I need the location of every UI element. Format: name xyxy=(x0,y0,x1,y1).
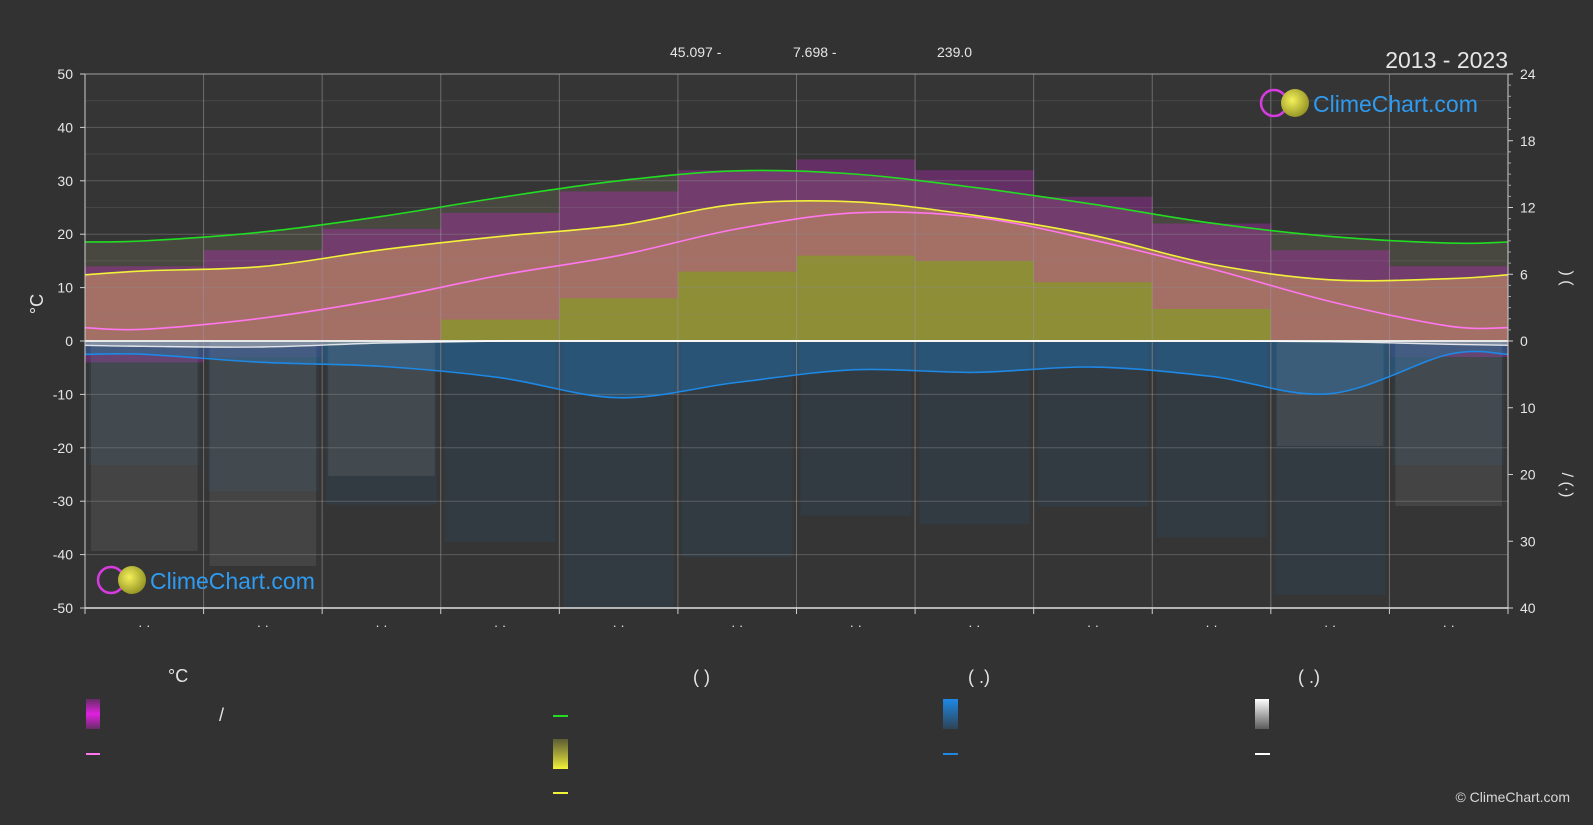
rain-texture xyxy=(1393,341,1504,465)
month-label: · · xyxy=(850,618,862,633)
snow-line xyxy=(84,340,1509,348)
month-label: · · xyxy=(257,618,269,633)
snow-texture xyxy=(209,341,317,566)
right-tick-label: 0 xyxy=(1520,333,1528,349)
rain-texture xyxy=(681,341,793,558)
temperature-mean-line xyxy=(84,211,1509,331)
month-label: · · xyxy=(1087,618,1099,633)
month-label: · · xyxy=(1443,618,1455,633)
temp-range-band xyxy=(1152,223,1272,309)
sunshine-line xyxy=(84,200,1509,282)
legend-snow-swatch xyxy=(1255,699,1269,729)
snow-texture xyxy=(91,341,198,551)
month-label: · · xyxy=(138,618,150,633)
header-longitude: 7.698 - xyxy=(793,44,837,60)
month-label: · · xyxy=(1205,618,1217,633)
right-tick-label: 40 xyxy=(1520,600,1536,616)
rain-texture xyxy=(89,341,200,465)
rain-texture xyxy=(1156,341,1267,538)
left-tick-label: -50 xyxy=(53,600,73,616)
right-tick-label: 10 xyxy=(1520,400,1536,416)
left-tick-label: -10 xyxy=(53,386,73,402)
month-label: · · xyxy=(1324,618,1336,633)
chart-axes: 50 40 30 20 10 0 -10 -20 -30 -40 -50 24 18 12 6 0 10 20 30… xyxy=(53,66,1536,633)
right-axis-label-top: ) ( xyxy=(1558,270,1575,286)
temp-range-band xyxy=(559,191,679,299)
left-tick-label: -20 xyxy=(53,440,73,456)
month-label: · · xyxy=(968,618,980,633)
legend-sun-header: ( ) xyxy=(693,667,710,687)
snow-texture xyxy=(328,341,435,476)
legend-temp-range-swatch xyxy=(86,699,100,729)
chart-lines xyxy=(84,169,1509,399)
brand-name-top: ClimeChart.com xyxy=(1313,91,1478,117)
brand-name-bottom: ClimeChart.com xyxy=(150,568,315,594)
left-tick-label: 40 xyxy=(57,119,73,135)
brand-logo-bottom: ClimeChart.com xyxy=(96,565,315,595)
right-tick-label: 6 xyxy=(1520,266,1528,282)
legend-rain-swatch xyxy=(943,699,958,729)
rain-texture xyxy=(1274,341,1386,595)
rain-texture xyxy=(207,341,319,492)
right-tick-label: 30 xyxy=(1520,533,1536,549)
left-tick-label: -30 xyxy=(53,493,73,509)
brand-logo-top: ClimeChart.com xyxy=(1259,88,1478,118)
rain-line xyxy=(84,350,1509,399)
temp-range-band xyxy=(1270,250,1390,341)
header-period: 2013 - 2023 xyxy=(1385,47,1508,73)
month-label: · · xyxy=(731,618,743,633)
left-tick-label: 30 xyxy=(57,173,73,189)
month-label: · · xyxy=(375,618,387,633)
right-tick-label: 24 xyxy=(1520,66,1536,82)
left-tick-label: 50 xyxy=(57,66,73,82)
header-elevation: 239.0 xyxy=(937,44,972,60)
legend-temp-header: °C xyxy=(168,666,188,686)
left-tick-label: 10 xyxy=(57,280,73,296)
left-tick-label: -40 xyxy=(53,547,73,563)
legend-sunshine-swatch xyxy=(553,739,568,769)
month-label: · · xyxy=(494,618,506,633)
right-tick-label: 18 xyxy=(1520,133,1536,149)
temp-range-band xyxy=(440,212,560,320)
logo-sun-globe-icon xyxy=(118,566,146,594)
month-label: · · xyxy=(612,618,624,633)
rain-texture xyxy=(1037,341,1149,507)
left-tick-label: 20 xyxy=(57,226,73,242)
right-axis-label-bottom: / (·) xyxy=(1558,473,1575,498)
legend-snow-header: ( .) xyxy=(1298,667,1320,687)
temp-range-band xyxy=(322,228,442,341)
rain-texture xyxy=(444,341,556,542)
rain-texture xyxy=(919,341,1030,525)
temp-range-band xyxy=(796,159,916,256)
rain-texture xyxy=(800,341,912,516)
snow-texture xyxy=(1395,341,1502,506)
left-tick-label: 0 xyxy=(65,333,73,349)
right-tick-label: 12 xyxy=(1520,200,1536,216)
logo-sun-globe-icon xyxy=(1281,89,1309,117)
daylight-line xyxy=(84,169,1509,245)
copyright: © ClimeChart.com xyxy=(1455,789,1570,805)
header-latitude: 45.097 - xyxy=(670,44,722,60)
right-tick-label: 20 xyxy=(1520,467,1536,483)
rain-texture xyxy=(563,341,674,608)
legend-temp-range-label: / xyxy=(219,705,224,725)
temp-range-band xyxy=(677,170,797,272)
left-axis-unit: °C xyxy=(27,294,47,314)
legend-rain-header: ( .) xyxy=(968,667,990,687)
